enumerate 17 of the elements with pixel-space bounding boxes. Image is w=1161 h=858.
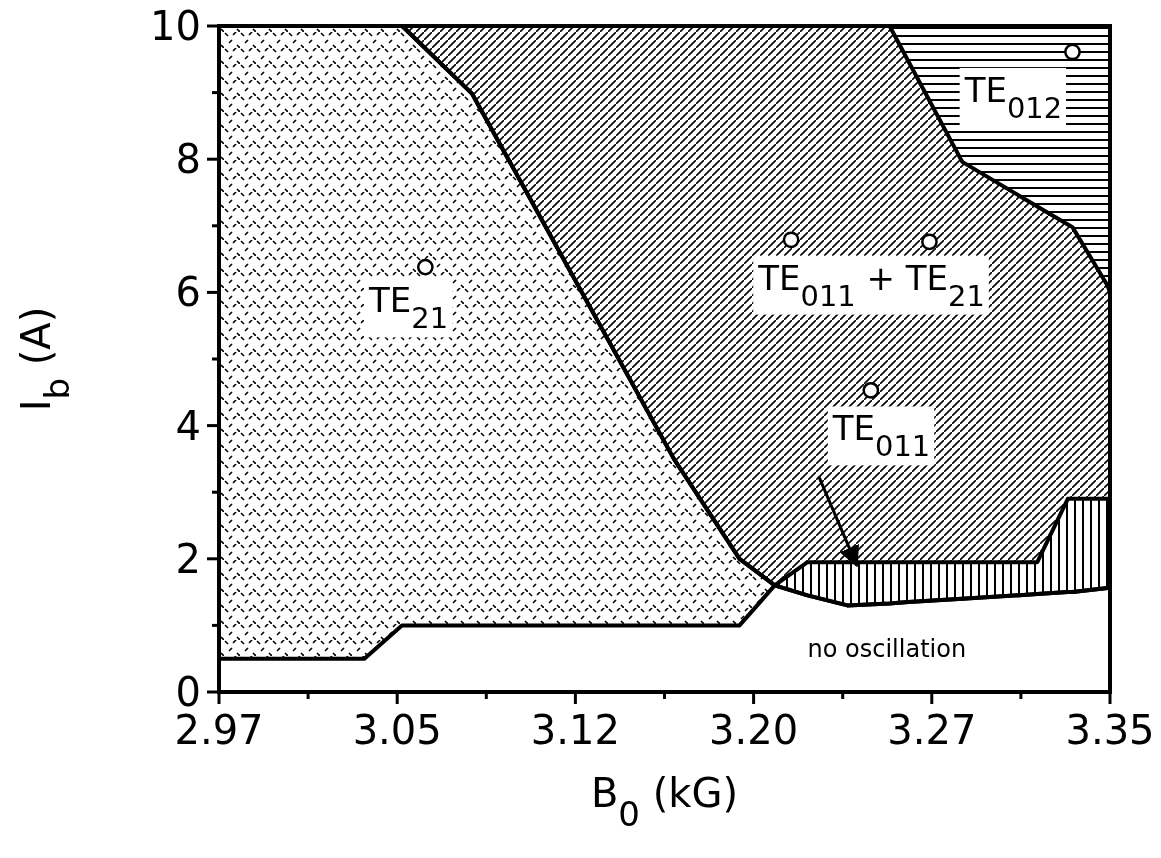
- x-tick-label: 3.12: [530, 707, 620, 753]
- annotation: TE$_{012}$: [963, 69, 1063, 125]
- x-tick-label: 3.35: [1065, 707, 1155, 753]
- y-tick-label: 10: [150, 3, 201, 49]
- annotation: TE$_{011}$ + TE$_{21}$: [757, 257, 985, 313]
- annotation: TE$_{21}$: [368, 280, 449, 336]
- x-axis-title: B$_{0}$ (kG): [590, 770, 739, 834]
- x-tick-label: 2.97: [174, 707, 264, 753]
- annotation: no oscillation: [807, 635, 967, 664]
- y-tick-label: 4: [175, 402, 201, 449]
- y-tick-label: 6: [175, 269, 201, 316]
- x-tick-label: 3.27: [887, 707, 977, 753]
- x-tick-label: 3.20: [709, 707, 799, 753]
- annotation: TE$_{011}$: [831, 408, 931, 464]
- x-tick-label: 3.05: [352, 707, 442, 753]
- y-tick-label: 8: [175, 136, 201, 183]
- y-tick-label: 2: [175, 535, 201, 582]
